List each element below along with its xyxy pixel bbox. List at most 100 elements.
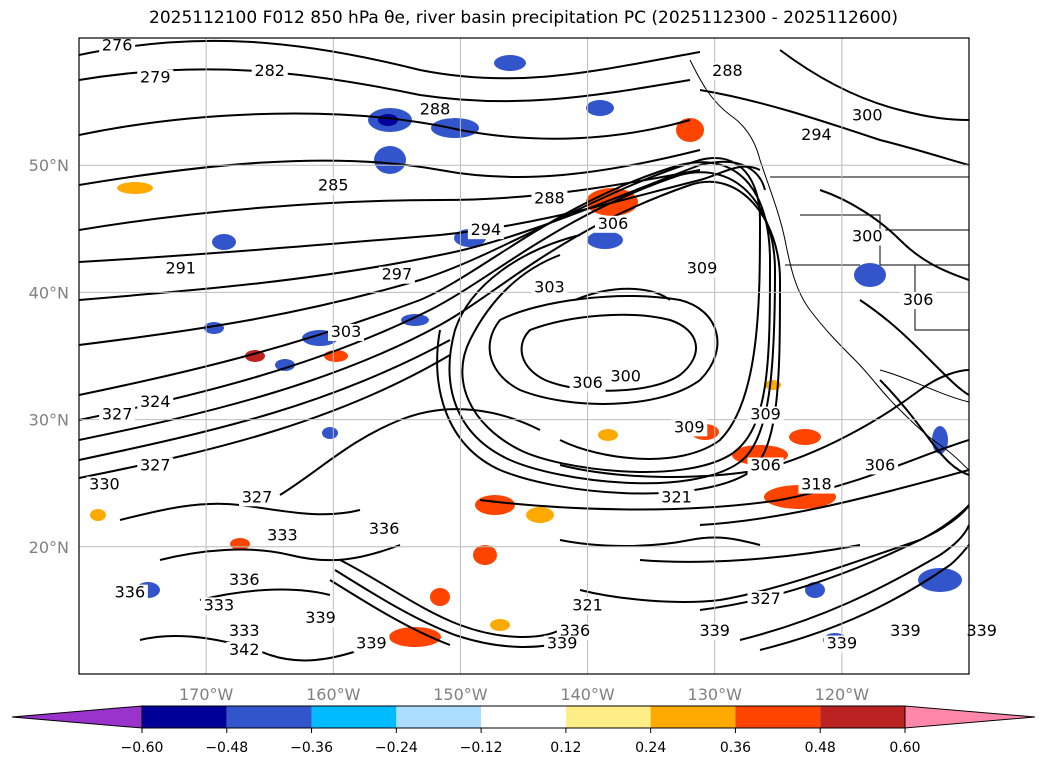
contour-label: 303 [534, 277, 565, 296]
precip-blob [490, 619, 510, 631]
contour-label: 336 [115, 583, 146, 602]
contour-label: 288 [420, 99, 451, 118]
contour-line [79, 68, 691, 103]
contour-label: 339 [305, 608, 336, 627]
precip-blob [230, 538, 250, 550]
contour-line [479, 439, 969, 511]
contour-label-bg [849, 107, 886, 125]
contour-label: 309 [750, 405, 781, 424]
contour-label-bg [823, 635, 860, 653]
contour-line [79, 169, 701, 231]
contour-label: 300 [610, 366, 641, 385]
contour-label-bg [86, 476, 123, 494]
contour-label-bg [137, 393, 174, 411]
coastlines [689, 59, 969, 471]
contour-label-bg [963, 622, 1000, 640]
lat-label: 50°N [29, 156, 69, 175]
contour-label-bg [607, 368, 644, 386]
lat-axis-labels: 50°N 40°N 30°N 20°N [29, 156, 69, 557]
contour-label: 339 [356, 634, 387, 653]
lat-label: 20°N [29, 538, 69, 557]
colorbar: −0.60 −0.48 −0.36 −0.24 −0.12 0.12 0.24 0.36 0.4… [11, 705, 1036, 756]
contour-label-bg [684, 260, 720, 278]
contour-label-bg [798, 476, 835, 494]
contour-label: 306 [572, 373, 603, 392]
contour-line [329, 579, 451, 646]
colorbar-segment [481, 706, 566, 728]
contour-label-bg [658, 489, 695, 507]
colorbar-tick-label: 0.60 [889, 740, 920, 756]
border-us-mexico [879, 369, 969, 403]
colorbar-tick-label: 0.36 [720, 740, 751, 756]
contour-line [639, 544, 861, 563]
contour-line [79, 180, 782, 495]
contour-label: 303 [331, 322, 362, 341]
precip-blob [805, 582, 825, 598]
contour-line [819, 189, 969, 281]
contour-label-bg [747, 591, 784, 609]
precip-blob [854, 263, 886, 287]
contour-label-bg [862, 457, 898, 475]
lon-label: 130°W [688, 685, 743, 704]
contour-label-bg [696, 622, 733, 640]
contour-label-bg [900, 292, 937, 310]
map-title: 2025112100 F012 850 hPa θe, river basin … [149, 8, 898, 28]
contour-label: 282 [254, 61, 285, 80]
contour-label-bg [747, 406, 784, 424]
contour-line [520, 313, 697, 392]
colorbar-segment [226, 706, 312, 728]
contour-label-bg [747, 457, 784, 475]
colorbar-segment [142, 706, 227, 728]
contour-label-bg [226, 571, 263, 589]
contour-label-bg [99, 37, 136, 55]
precip-blob [526, 507, 554, 523]
contour-line [79, 354, 451, 479]
precip-blob [789, 429, 821, 445]
contour-label-bg [849, 228, 886, 246]
contour-label: 324 [140, 392, 171, 411]
contour-label: 321 [572, 595, 603, 614]
contour-label: 294 [471, 220, 502, 239]
colorbar-segment [565, 706, 651, 728]
contour-label: 279 [140, 68, 171, 87]
coastline-north-america [689, 59, 969, 471]
contour-label: 333 [267, 525, 298, 544]
lat-label: 40°N [29, 283, 69, 302]
contour-label-bg [531, 190, 568, 208]
precip-blob [374, 146, 406, 174]
contour-label: 339 [547, 634, 578, 653]
lon-label: 140°W [560, 685, 615, 704]
precip-blob [598, 429, 618, 441]
contour-line [759, 544, 969, 651]
contour-line [334, 569, 571, 648]
contour-label: 339 [827, 634, 858, 653]
contour-line [739, 524, 969, 641]
contour-line [779, 49, 969, 121]
precip-blob [587, 231, 623, 249]
lat-label: 30°N [29, 411, 69, 430]
contour-label-bg [264, 527, 301, 545]
plot-area [79, 38, 969, 674]
contour-line [79, 160, 766, 301]
colorbar-tick-label: 0.24 [635, 740, 666, 756]
contour-label: 297 [382, 265, 413, 284]
theta-e-contours [79, 39, 969, 662]
contour-label-bg [569, 374, 606, 392]
precip-blob [676, 118, 704, 142]
contour-line [79, 157, 762, 460]
contour-label: 336 [229, 570, 260, 589]
border-us-state [914, 265, 969, 331]
precip-blob [212, 234, 236, 250]
colorbar-segment [311, 706, 397, 728]
contour-line [559, 369, 969, 478]
contour-line [159, 544, 401, 562]
precip-blob [117, 182, 153, 194]
contour-label-bg [226, 622, 263, 640]
contour-label: 288 [712, 61, 743, 80]
contour-label-bg [569, 597, 606, 615]
contour-label-bg [671, 419, 708, 437]
contour-label: 330 [89, 475, 120, 494]
contour-label-bg [111, 584, 148, 602]
precip-blob [473, 545, 497, 565]
